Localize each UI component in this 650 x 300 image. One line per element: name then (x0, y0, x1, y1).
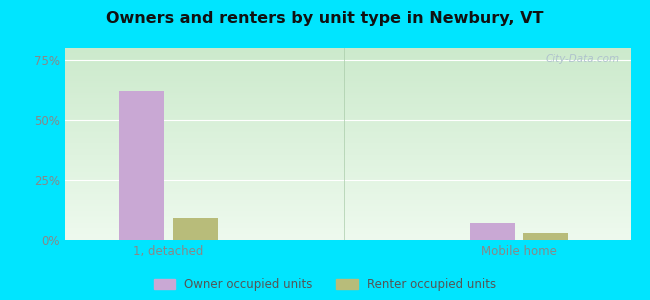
Text: City-Data.com: City-Data.com (545, 54, 619, 64)
Legend: Owner occupied units, Renter occupied units: Owner occupied units, Renter occupied un… (154, 278, 496, 291)
Bar (523, 233, 568, 240)
Text: Owners and renters by unit type in Newbury, VT: Owners and renters by unit type in Newbu… (106, 11, 544, 26)
Bar (120, 91, 164, 240)
Bar (173, 218, 218, 240)
Bar (470, 223, 515, 240)
